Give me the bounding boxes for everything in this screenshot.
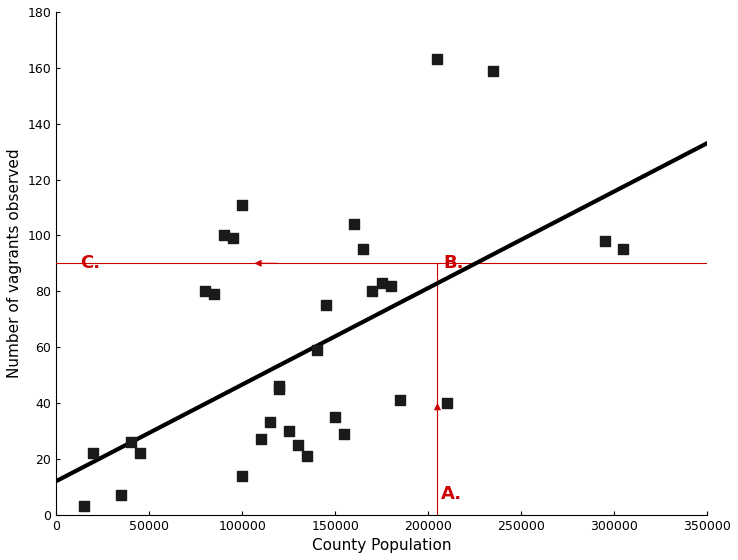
Point <box>227 234 239 242</box>
Point <box>255 435 266 444</box>
Point <box>236 471 248 480</box>
Point <box>274 382 286 391</box>
Point <box>618 245 630 254</box>
X-axis label: County Population: County Population <box>312 538 452 553</box>
Y-axis label: Number of vagrants observed: Number of vagrants observed <box>7 148 22 378</box>
Point <box>599 236 611 245</box>
Point <box>88 449 100 458</box>
Point <box>432 55 444 64</box>
Point <box>301 451 313 460</box>
Point <box>487 66 499 75</box>
Point <box>236 200 248 209</box>
Point <box>385 281 397 290</box>
Point <box>367 287 379 296</box>
Point <box>115 491 127 500</box>
Point <box>274 385 286 394</box>
Point <box>311 346 323 354</box>
Point <box>320 301 332 310</box>
Point <box>357 245 369 254</box>
Point <box>329 412 341 421</box>
Point <box>208 290 220 298</box>
Point <box>78 502 90 511</box>
Text: A.: A. <box>441 486 462 503</box>
Text: C.: C. <box>80 254 100 272</box>
Point <box>264 418 276 427</box>
Point <box>348 220 359 228</box>
Point <box>292 440 304 449</box>
Point <box>199 287 211 296</box>
Point <box>376 278 387 287</box>
Point <box>283 426 294 435</box>
Point <box>394 396 406 405</box>
Point <box>134 449 146 458</box>
Point <box>218 231 230 240</box>
Point <box>125 437 137 446</box>
Point <box>441 399 452 408</box>
Text: B.: B. <box>443 254 463 272</box>
Point <box>339 429 351 438</box>
